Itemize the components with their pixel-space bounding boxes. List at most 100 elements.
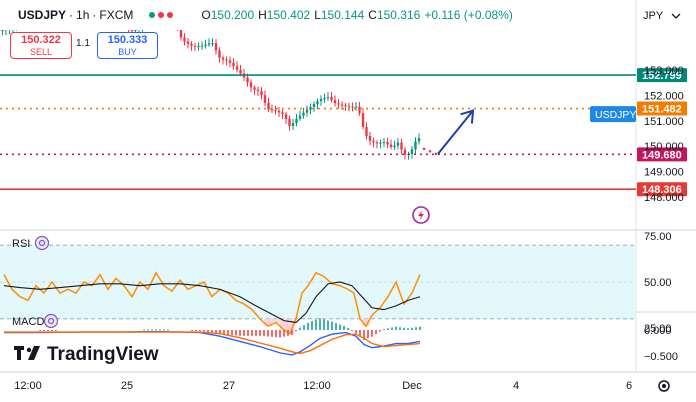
candle-body <box>375 142 379 144</box>
rsi-ma-series[interactable] <box>3 281 421 324</box>
legend-dot-icon <box>167 12 174 18</box>
candle-body <box>211 43 214 45</box>
candle-body <box>410 149 414 155</box>
candle-body <box>288 118 291 127</box>
macd-histogram-bar <box>55 330 57 331</box>
macd-histogram-bar <box>147 329 149 331</box>
macd-histogram-bar <box>407 328 409 330</box>
candle-body <box>316 101 319 105</box>
candle-body <box>361 113 365 127</box>
candle-body <box>200 45 204 47</box>
candle-body <box>344 105 347 107</box>
macd-signal-series[interactable] <box>4 331 421 355</box>
candle-body <box>326 96 330 98</box>
candle-body <box>246 77 249 83</box>
projection-arrow-head-icon <box>460 109 475 124</box>
macd-histogram-bar <box>351 330 353 331</box>
candle-body <box>396 142 400 146</box>
legend-dot-icon <box>149 12 156 18</box>
sell-label: SELL <box>29 47 53 57</box>
macd-histogram-bar <box>315 319 317 330</box>
macd-histogram-bar <box>339 324 341 330</box>
macd-settings-icon[interactable] <box>43 313 59 329</box>
macd-histogram-bar <box>251 330 253 336</box>
candle-body <box>249 82 253 88</box>
currency-chevron-icon[interactable] <box>671 13 681 19</box>
rsi-settings-icon[interactable] <box>34 235 50 251</box>
price-axis-tick: 152.000 <box>644 90 684 102</box>
macd-histogram-bar <box>231 330 233 336</box>
macd-histogram-bar <box>319 318 321 330</box>
macd-histogram-bar <box>275 330 277 338</box>
macd-histogram-bar <box>47 330 49 331</box>
candle-body <box>298 115 302 119</box>
candle-body <box>134 30 137 31</box>
candle-body <box>302 112 305 116</box>
candle-body <box>1 30 4 32</box>
macd-histogram-bar <box>155 329 157 331</box>
time-axis-tick: Dec <box>402 380 422 392</box>
projection-dot <box>422 147 426 151</box>
symbol-tag: USDJPY <box>595 109 636 121</box>
chart-header: USDJPY · 1h · FXCM O150.200 H150.402 L15… <box>0 0 513 30</box>
spread-value: 1.1 <box>76 38 90 49</box>
candle-body <box>130 30 134 31</box>
candle-body <box>281 112 284 115</box>
candle-body <box>323 97 326 99</box>
candle-body <box>365 126 368 137</box>
candle-body <box>414 141 417 150</box>
price-line-label: 152.799 <box>642 70 682 82</box>
candle-body <box>256 89 260 92</box>
macd-axis-tick: −0.500 <box>644 351 678 363</box>
time-axis-tick: 6 <box>626 380 632 392</box>
candle-body <box>372 140 375 143</box>
macd-histogram-bar <box>291 330 293 335</box>
macd-histogram-bar <box>159 329 161 331</box>
candle-body <box>4 30 8 31</box>
legend-dots <box>149 12 174 18</box>
macd-histogram-bar <box>243 330 245 336</box>
macd-histogram-bar <box>39 330 41 331</box>
projection-arrow[interactable] <box>437 110 474 155</box>
chart-settings-icon[interactable] <box>658 380 670 392</box>
macd-histogram-bar <box>167 329 169 331</box>
ohlc-high: H150.402 <box>258 8 311 22</box>
macd-histogram-bar <box>283 330 285 337</box>
price-line-label-bg <box>637 101 687 116</box>
event-lightning-icon[interactable] <box>412 206 430 224</box>
candle-body <box>218 50 221 58</box>
candle-body <box>270 109 274 111</box>
symbol-name[interactable]: USDJPY <box>18 8 67 22</box>
macd-histogram-bar <box>43 330 45 331</box>
interval-label[interactable]: 1h <box>76 8 90 22</box>
candle-body <box>312 104 316 107</box>
candle-body <box>309 106 312 110</box>
macd-histogram-bar <box>355 330 357 334</box>
macd-histogram-bar <box>219 330 221 335</box>
candle-body <box>197 46 200 48</box>
candle-body <box>368 136 372 141</box>
separator-1: · <box>69 8 74 22</box>
candle-body <box>354 106 358 108</box>
time-axis-tick: 25 <box>121 380 133 392</box>
sell-button[interactable]: 150.322 SELL <box>10 32 72 59</box>
price-line-label-bg <box>637 182 687 197</box>
macd-histogram-bar <box>203 330 205 332</box>
buy-button[interactable]: 150.333 BUY <box>97 32 158 59</box>
time-axis-tick: 12:00 <box>14 380 42 392</box>
time-axis-tick: 12:00 <box>303 380 331 392</box>
macd-histogram-bar <box>255 330 257 336</box>
macd-histogram-bar <box>391 327 393 330</box>
buy-label: BUY <box>118 47 137 57</box>
candle-body <box>330 96 333 101</box>
candle-body <box>403 149 407 155</box>
macd-axis-tick: 0.000 <box>644 325 672 337</box>
macd-histogram-bar <box>51 330 53 331</box>
candle-body <box>347 105 351 107</box>
candle-body <box>400 142 403 150</box>
rsi-oversold-fill <box>272 318 280 323</box>
macd-histogram-bar <box>227 330 229 335</box>
time-axis-tick: 27 <box>223 380 235 392</box>
currency-label[interactable]: JPY <box>643 10 664 22</box>
